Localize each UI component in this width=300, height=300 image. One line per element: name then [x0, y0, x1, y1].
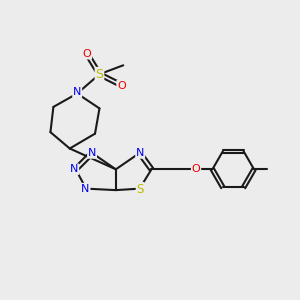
Text: O: O	[117, 81, 126, 91]
Text: N: N	[88, 148, 96, 158]
Text: S: S	[136, 183, 144, 196]
Text: S: S	[95, 68, 104, 81]
Text: N: N	[70, 164, 78, 174]
Text: N: N	[136, 148, 144, 158]
Text: N: N	[81, 184, 90, 194]
Text: O: O	[82, 49, 91, 59]
Text: N: N	[73, 87, 81, 97]
Text: O: O	[192, 164, 200, 174]
